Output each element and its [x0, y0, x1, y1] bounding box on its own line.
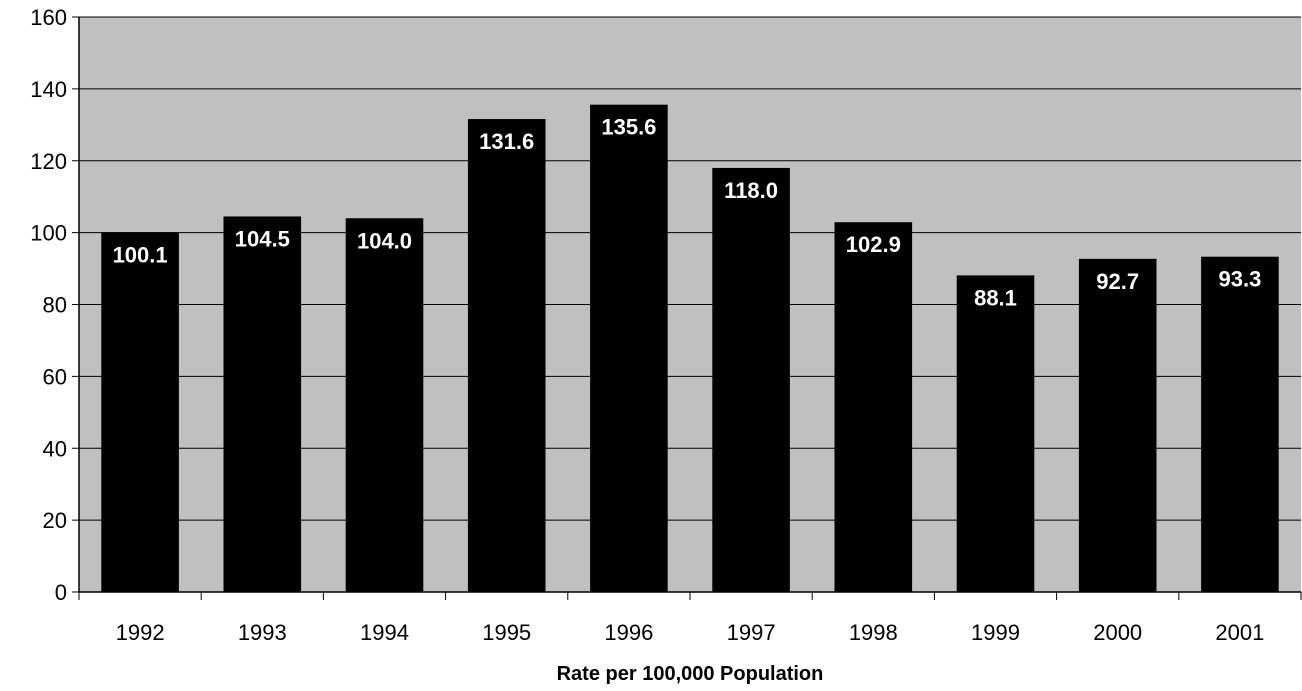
bar-2001: [1201, 256, 1279, 592]
data-label-1993: 104.5: [235, 226, 290, 251]
data-label-1994: 104.0: [357, 228, 412, 253]
x-tick-label-1997: 1997: [727, 620, 776, 645]
bars: 100.1 104.5 104.0 131.6 135.6 118.0 102.9 88.1 9…: [101, 104, 1279, 592]
y-tick-label: 40: [43, 436, 67, 461]
bar-1993: [223, 216, 302, 592]
data-label-1995: 131.6: [479, 129, 534, 154]
bar-1997: [712, 167, 790, 592]
data-label-1999: 88.1: [974, 285, 1017, 310]
x-tick-label-1999: 1999: [971, 620, 1020, 645]
y-tick-label: 120: [30, 149, 67, 174]
bar-1994: [345, 218, 424, 592]
bar-2000: [1078, 258, 1157, 592]
bar-1996: [590, 104, 668, 592]
data-label-2001: 93.3: [1218, 267, 1261, 292]
bar-1992: [101, 232, 179, 592]
y-tick-label: 20: [43, 508, 67, 533]
data-label-2000: 92.7: [1096, 269, 1139, 294]
x-tick-label-1994: 1994: [360, 620, 409, 645]
x-tick-label-2001: 2001: [1215, 620, 1264, 645]
y-tick-label: 0: [55, 580, 67, 605]
data-label-1997: 118.0: [724, 178, 778, 203]
x-tick-label-2000: 2000: [1093, 620, 1142, 645]
y-tick-label: 140: [30, 77, 67, 102]
x-axis-title: Rate per 100,000 Population: [557, 663, 824, 685]
y-tick-label: 60: [43, 364, 67, 389]
data-label-1992: 100.1: [113, 242, 168, 267]
y-tick-label: 160: [30, 5, 67, 30]
data-label-1996: 135.6: [601, 115, 656, 140]
y-tick-label: 100: [30, 221, 67, 246]
x-tick-label-1996: 1996: [604, 620, 653, 645]
x-tick-label-1995: 1995: [482, 620, 531, 645]
y-axis-ticks: 0 20 40 60 80 100 120 140 160: [30, 5, 79, 605]
data-label-1998: 102.9: [846, 232, 901, 257]
bar-1999: [956, 275, 1035, 592]
x-tick-label-1993: 1993: [238, 620, 287, 645]
bar-1998: [834, 222, 913, 592]
y-tick-label: 80: [43, 293, 67, 318]
bar-1995: [467, 119, 546, 592]
x-tick-label-1992: 1992: [116, 620, 165, 645]
x-tick-label-1998: 1998: [849, 620, 898, 645]
x-axis-ticks: 1992 1993 1994 1995 1996 1997 1998 1999 2000 2001: [78, 592, 1302, 645]
